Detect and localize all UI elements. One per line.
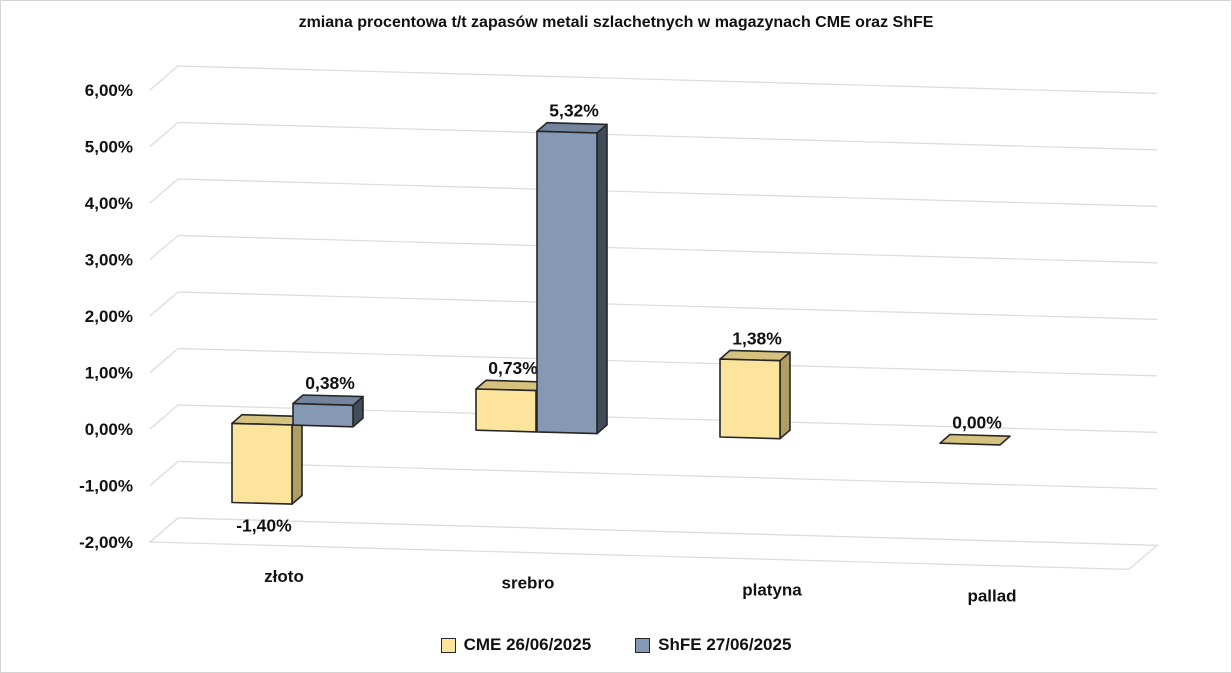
gridline xyxy=(149,404,1158,433)
y-axis-tick-label: 3,00% xyxy=(85,251,133,270)
legend-swatch-shfe-icon xyxy=(635,637,651,653)
gridline xyxy=(149,347,1158,377)
legend-item-cme: CME 26/06/2025 xyxy=(440,635,592,655)
gridline xyxy=(149,121,1158,151)
legend-swatch-cme-icon xyxy=(440,637,456,653)
bar-cme-złoto-front xyxy=(231,422,293,505)
x-axis-category-label: platyna xyxy=(742,580,802,599)
legend-item-shfe: ShFE 27/06/2025 xyxy=(635,635,791,655)
bar-shfe-złoto-front xyxy=(292,402,354,428)
bar-cme-platyna-front xyxy=(719,358,781,440)
data-label: 0,73% xyxy=(488,358,538,378)
gridline xyxy=(149,234,1158,264)
y-axis-tick-label: 1,00% xyxy=(85,364,133,383)
y-axis-tick-label: 6,00% xyxy=(85,81,133,100)
gridline xyxy=(149,291,1158,320)
legend-label-shfe: ShFE 27/06/2025 xyxy=(658,635,792,654)
y-axis-tick-label: 4,00% xyxy=(85,194,133,213)
gridline xyxy=(149,178,1158,207)
y-axis-tick-label: 5,00% xyxy=(85,138,133,157)
data-label: 0,38% xyxy=(305,373,355,393)
y-axis-tick-label: 2,00% xyxy=(85,307,133,326)
legend: CME 26/06/2025 ShFE 27/06/2025 xyxy=(1,635,1231,655)
data-label: 5,32% xyxy=(549,101,599,121)
y-axis-tick-label: -1,00% xyxy=(79,477,133,496)
bar-cme-pallad-zero-tile xyxy=(939,433,1011,446)
bar-cme-złoto-side xyxy=(291,415,303,505)
x-axis-category-label: pallad xyxy=(967,587,1016,606)
chart-title: zmiana procentowa t/t zapasów metali szl… xyxy=(298,14,934,31)
bar-shfe-srebro-side xyxy=(596,123,608,435)
gridline xyxy=(149,65,1158,94)
bar-cme-srebro-front xyxy=(475,388,537,433)
data-label: 0,00% xyxy=(952,412,1002,432)
gridline xyxy=(149,460,1158,490)
bar-shfe-srebro-front xyxy=(536,130,598,435)
plot-floor xyxy=(148,517,1159,571)
x-axis-category-label: srebro xyxy=(502,574,555,593)
x-axis-category-label: złoto xyxy=(264,567,304,586)
y-axis-tick-label: 0,00% xyxy=(85,420,133,439)
data-label: -1,40% xyxy=(236,515,292,535)
bar-cme-platyna-side xyxy=(779,351,791,440)
data-label: 1,38% xyxy=(732,328,782,348)
legend-label-cme: CME 26/06/2025 xyxy=(463,635,592,654)
y-axis-tick-label: -2,00% xyxy=(79,533,133,552)
